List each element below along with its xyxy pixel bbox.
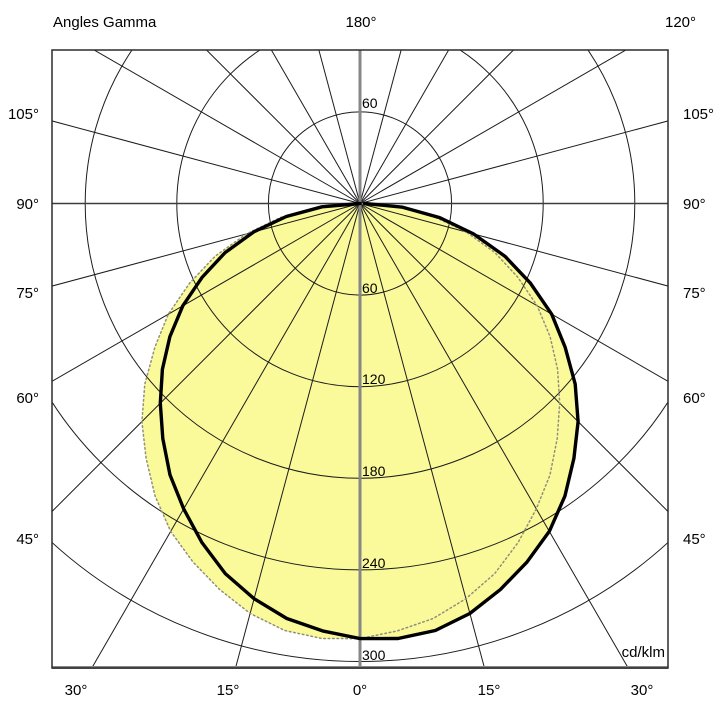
angle-label-left-90: 90° bbox=[16, 196, 39, 213]
angle-label-right-45: 45° bbox=[683, 531, 706, 548]
radial-tick-180: 180 bbox=[362, 463, 386, 479]
unit-label: cd/klm bbox=[621, 644, 665, 661]
radial-tick-120: 120 bbox=[362, 371, 386, 387]
angle-label-bottom-15R: 15° bbox=[477, 682, 501, 699]
angle-label-bottom-30R: 30° bbox=[630, 682, 654, 699]
angle-label-left-45: 45° bbox=[16, 531, 39, 548]
angle-label-bottom-30L: 30° bbox=[64, 682, 88, 699]
radial-tick-240: 240 bbox=[362, 555, 386, 571]
angle-label-left-105: 105° bbox=[7, 106, 39, 123]
angle-label-bottom-15L: 15° bbox=[216, 682, 240, 699]
angle-label-right-90: 90° bbox=[683, 196, 706, 213]
angle-label-bottom-0: 0° bbox=[352, 682, 368, 699]
angle-label-right-75: 75° bbox=[683, 285, 706, 302]
angle-label-left-60: 60° bbox=[16, 390, 39, 407]
chart-title: Angles Gamma bbox=[53, 14, 157, 31]
angle-label-top-120: 120° bbox=[665, 14, 697, 31]
angle-label-left-75: 75° bbox=[16, 285, 39, 302]
radial-tick-60: 60 bbox=[362, 280, 378, 296]
angle-label-right-60: 60° bbox=[683, 390, 706, 407]
radial-tick-60-upper: 60 bbox=[362, 95, 378, 111]
angle-label-top-180: 180° bbox=[345, 14, 377, 31]
angle-label-right-105: 105° bbox=[683, 106, 715, 123]
radial-tick-300: 300 bbox=[362, 647, 386, 663]
